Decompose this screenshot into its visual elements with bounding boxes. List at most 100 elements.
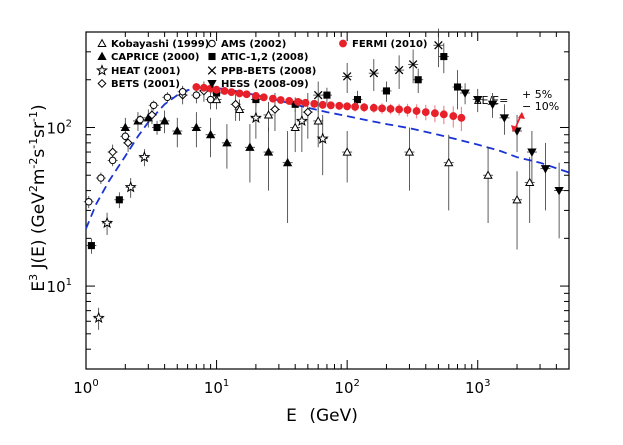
data-point: [439, 110, 448, 119]
data-point: [408, 60, 418, 69]
legend-marker: [97, 38, 107, 48]
data-point: [527, 148, 537, 157]
data-point: [434, 40, 443, 50]
data-point: [136, 115, 144, 124]
series-fermi-2010-: [192, 83, 466, 132]
data-point: [138, 150, 151, 163]
annotation-plus: + 5%: [522, 88, 552, 101]
data-point: [282, 157, 293, 167]
data-point: [147, 110, 157, 120]
data-point: [473, 96, 483, 105]
data-point: [453, 83, 462, 91]
y-axis-title: E3 J(E) (GeV2m-2s-1sr-1): [27, 104, 49, 291]
legend-marker: [207, 79, 217, 89]
data-point: [191, 122, 202, 132]
annotation-arrow-head: [518, 112, 525, 119]
legend-label: HESS (2008-09): [221, 79, 309, 90]
data-point: [270, 104, 280, 114]
annotation-minus: − 10%: [522, 100, 559, 113]
data-point: [353, 96, 362, 104]
data-point: [313, 90, 323, 100]
data-point: [295, 114, 308, 127]
series-atic-1-2-2008-: [86, 43, 463, 254]
data-point: [153, 123, 161, 132]
data-point: [421, 108, 430, 117]
data-point: [342, 72, 352, 81]
legend-marker: [97, 78, 107, 89]
data-point: [460, 89, 470, 98]
data-point: [268, 94, 277, 103]
data-point: [92, 311, 105, 324]
series-ams-2002-: [83, 85, 216, 209]
data-point: [235, 89, 244, 98]
data-point: [120, 122, 130, 132]
legend-marker: [339, 39, 347, 48]
data-point: [351, 102, 359, 111]
data-point: [414, 76, 422, 84]
data-point: [87, 242, 95, 250]
data-point: [159, 116, 170, 125]
data-point: [404, 147, 415, 156]
data-points-layer: [83, 28, 565, 330]
legend: Kobayashi (1999) CAPRICE (2000) HEAT (2001…: [95, 38, 428, 90]
data-point: [205, 129, 216, 139]
data-point: [251, 92, 260, 100]
model-curve-layer: [85, 86, 570, 230]
data-point: [192, 91, 201, 99]
data-point: [276, 96, 285, 104]
data-point: [121, 132, 130, 141]
data-point: [499, 114, 510, 123]
data-point: [303, 107, 313, 117]
data-point: [101, 216, 114, 229]
legend-item: ATIC-1,2 (2008): [208, 52, 308, 63]
data-point: [378, 104, 386, 113]
x-axis-title: E (GeV): [286, 406, 358, 426]
legend-item: FERMI (2010): [339, 39, 428, 50]
data-point: [124, 180, 137, 193]
series-heat-2001-: [92, 99, 329, 330]
x-tick-label: 100: [73, 378, 98, 397]
data-point: [313, 116, 323, 125]
data-point: [540, 165, 551, 174]
data-point: [394, 65, 404, 75]
annotation-arrow-tail: [511, 125, 517, 132]
data-point: [457, 113, 466, 122]
data-point: [245, 142, 255, 151]
axis-ticks: [85, 31, 570, 370]
legend-label: CAPRICE (2000): [111, 52, 199, 63]
data-point: [301, 98, 310, 107]
data-point: [192, 83, 201, 91]
data-point: [487, 100, 498, 110]
data-point: [290, 122, 300, 132]
legend-marker: [207, 66, 217, 75]
legend-label: AMS (2002): [221, 39, 286, 50]
data-point: [149, 101, 158, 110]
x-tick-label: 103: [465, 378, 490, 397]
model-curve: [85, 86, 570, 230]
data-point: [178, 88, 187, 96]
data-point: [222, 138, 232, 147]
axis-tick-labels: 100 101 102 103 101 102: [47, 118, 491, 397]
x-tick-label: 101: [204, 378, 229, 397]
data-point: [97, 174, 105, 182]
data-point: [449, 112, 458, 121]
legend-marker: [208, 39, 216, 48]
data-point: [172, 126, 182, 135]
legend-marker: [97, 51, 107, 61]
data-point: [412, 107, 421, 115]
y-tick-label: 101: [47, 277, 72, 296]
legend-marker: [95, 64, 109, 76]
series-kobayashi-1999-: [211, 90, 535, 250]
legend-item: AMS (2002): [208, 39, 286, 50]
data-point: [294, 97, 302, 106]
data-point: [108, 147, 118, 157]
data-point: [335, 101, 344, 110]
data-point: [386, 104, 395, 113]
data-point: [200, 83, 208, 92]
x-axis-title-unit: (GeV): [309, 406, 358, 426]
legend-label: Kobayashi (1999): [111, 39, 209, 50]
legend-label: FERMI (2010): [352, 39, 428, 50]
annotation-lhs: ΔE/E=: [474, 94, 508, 107]
data-point: [382, 87, 391, 95]
